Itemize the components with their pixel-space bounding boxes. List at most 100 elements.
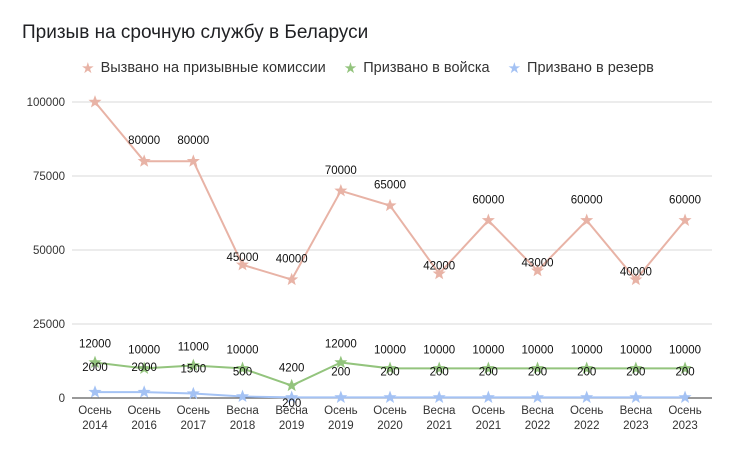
x-tick-label: Осень	[127, 405, 160, 417]
data-point-2	[383, 390, 397, 403]
data-point-1	[531, 361, 545, 374]
x-tick-label: Осень	[177, 405, 210, 417]
data-label: 10000	[669, 344, 701, 356]
data-point-2	[531, 390, 545, 403]
data-point-0	[383, 198, 397, 212]
data-point-2	[334, 390, 348, 403]
data-point-2	[137, 385, 151, 398]
data-point-0	[137, 154, 151, 167]
data-label: 4200	[279, 363, 305, 375]
data-point-0	[629, 272, 643, 286]
data-label: 10000	[472, 344, 504, 356]
data-label: 70000	[325, 165, 357, 177]
data-point-1	[137, 361, 151, 374]
data-label: 80000	[177, 135, 209, 147]
legend-label: Вызвано на призывные комиссии	[100, 60, 326, 76]
x-tick-label: 2020	[377, 420, 403, 432]
y-tick-label: 25000	[33, 319, 65, 331]
data-label: 200	[380, 366, 399, 378]
data-point-1	[432, 361, 446, 374]
x-tick-label: Весна	[275, 405, 308, 417]
data-label: 42000	[423, 261, 455, 273]
data-point-0	[481, 213, 495, 226]
data-point-2	[235, 389, 250, 403]
data-point-0	[580, 213, 594, 226]
data-point-2	[481, 390, 495, 403]
data-label: 65000	[374, 180, 406, 192]
star-icon: ★	[343, 59, 358, 77]
data-label: 11000	[178, 341, 209, 353]
x-tick-label: 2021	[426, 420, 452, 432]
data-point-1	[235, 361, 250, 374]
x-tick-label: Весна	[521, 405, 554, 417]
x-tick-label: Осень	[78, 405, 111, 417]
data-point-1	[186, 358, 200, 371]
data-point-1	[334, 355, 348, 369]
data-point-0	[432, 266, 446, 280]
x-tick-label: 2022	[574, 420, 600, 432]
data-point-1	[383, 361, 397, 374]
y-tick-label: 50000	[33, 245, 65, 257]
data-label: 80000	[128, 135, 160, 147]
data-label: 10000	[423, 344, 455, 356]
data-label: 200	[430, 366, 449, 378]
data-label: 12000	[79, 338, 111, 350]
data-label: 40000	[276, 254, 308, 266]
data-label: 10000	[374, 344, 406, 356]
x-tick-label: Весна	[226, 405, 259, 417]
data-label: 10000	[620, 344, 652, 356]
data-point-2	[285, 390, 299, 403]
data-point-2	[678, 390, 692, 403]
data-label: 500	[233, 367, 252, 379]
legend-item-troops: ★ Призвано в войска	[344, 60, 490, 76]
x-tick-label: Осень	[324, 405, 357, 417]
data-label: 200	[675, 366, 694, 378]
data-point-2	[629, 390, 643, 403]
data-label: 200	[528, 366, 547, 378]
data-point-2	[88, 385, 102, 398]
legend-item-reserve: ★ Призвано в резерв	[508, 60, 654, 76]
x-tick-label: 2019	[279, 420, 305, 432]
data-label: 200	[577, 366, 596, 378]
x-tick-label: 2023	[672, 420, 698, 432]
data-label: 10000	[571, 344, 603, 356]
data-point-0	[88, 95, 102, 108]
data-label: 43000	[522, 258, 554, 270]
legend-label: Призвано в резерв	[527, 60, 654, 76]
data-label: 12000	[325, 338, 357, 350]
x-tick-label: Весна	[423, 405, 456, 417]
y-tick-label: 75000	[33, 171, 65, 183]
data-point-0	[334, 183, 348, 197]
chart-title: Призыв на срочную службу в Беларуси	[22, 22, 369, 43]
data-label: 10000	[522, 344, 554, 356]
x-tick-label: 2016	[131, 420, 157, 432]
data-label: 10000	[128, 344, 160, 356]
data-label: 2000	[82, 362, 108, 374]
legend-label: Призвано в войска	[363, 60, 490, 76]
data-point-1	[629, 361, 643, 374]
data-label: 10000	[227, 344, 259, 356]
star-icon: ★	[81, 59, 95, 77]
data-label: 60000	[571, 194, 603, 206]
x-tick-label: 2019	[328, 420, 354, 432]
data-label: 200	[331, 366, 350, 378]
x-tick-label: Осень	[472, 405, 505, 417]
x-tick-label: 2021	[476, 420, 502, 432]
x-tick-label: Осень	[668, 405, 701, 417]
data-label: 200	[479, 366, 498, 378]
legend-item-called: ★ Вызвано на призывные комиссии	[81, 60, 326, 76]
x-tick-label: Осень	[570, 405, 603, 417]
data-label: 200	[626, 366, 645, 378]
x-tick-label: 2017	[181, 420, 207, 432]
data-point-1	[88, 355, 102, 369]
x-tick-label: 2014	[82, 420, 108, 432]
y-tick-label: 0	[59, 393, 65, 405]
x-tick-label: 2022	[525, 420, 551, 432]
data-point-1	[580, 361, 594, 374]
data-point-0	[531, 263, 545, 277]
star-icon: ★	[507, 59, 522, 77]
data-label: 2000	[131, 362, 157, 374]
data-label: 45000	[227, 252, 259, 264]
